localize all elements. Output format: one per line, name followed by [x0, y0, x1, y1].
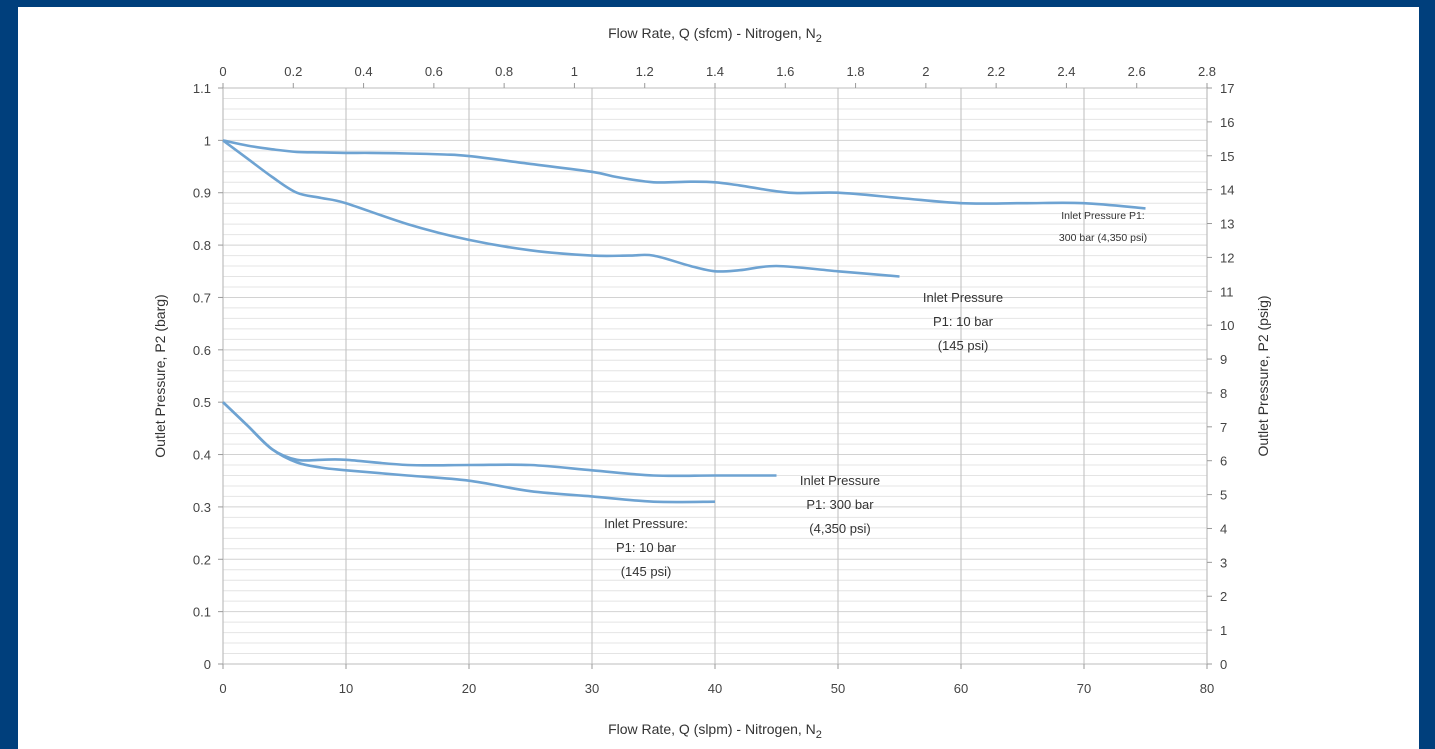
major-grid [222, 87, 1208, 665]
y-right-tick-label: 11 [1220, 284, 1234, 299]
y-left-tick-label: 0.9 [193, 186, 211, 201]
series-annotation-2: (145 psi) [938, 338, 989, 353]
series-annotation-4: (145 psi) [621, 564, 672, 579]
x-top-tick-label: 1.4 [706, 64, 724, 79]
y-right-tick-label: 2 [1220, 589, 1227, 604]
x-bottom-tick-label: 60 [954, 681, 968, 696]
y-left-tick-label: 0.8 [193, 238, 211, 253]
x-bottom-tick-label: 70 [1077, 681, 1091, 696]
y-right-tick-label: 1 [1220, 623, 1227, 638]
x-top-tick-label: 2.4 [1057, 64, 1075, 79]
x-bottom-tick-label: 0 [219, 681, 226, 696]
y-right-tick-label: 4 [1220, 521, 1227, 536]
series-annotation-4: P1: 10 bar [616, 540, 677, 555]
y-left-tick-label: 0.6 [193, 343, 211, 358]
y-right-tick-label: 5 [1220, 488, 1227, 503]
series-annotation-1: 300 bar (4,350 psi) [1059, 232, 1147, 244]
y-right-tick-label: 9 [1220, 352, 1227, 367]
axis-titles: Flow Rate, Q (sfcm) - Nitrogen, N2 Flow R… [152, 25, 1271, 741]
y-right-tick-label: 6 [1220, 454, 1227, 469]
x-bottom-axis-title: Flow Rate, Q (slpm) - Nitrogen, N2 [608, 721, 822, 741]
x-top-tick-label: 2.8 [1198, 64, 1216, 79]
x-bottom-tick-label: 30 [585, 681, 599, 696]
pressure-flow-chart: 0 10 20 30 40 50 60 70 800 0.2 0.4 0.6 0.8 1 1.2 1.4 1.6… [152, 25, 1271, 741]
y-left-tick-label: 0.5 [193, 395, 211, 410]
series-line-2 [222, 139, 900, 278]
x-top-tick-label: 1.2 [636, 64, 654, 79]
x-top-tick-label: 2.2 [987, 64, 1005, 79]
y-right-tick-label: 10 [1220, 318, 1234, 333]
y-right-tick-label: 12 [1220, 250, 1234, 265]
y-left-tick-label: 1 [204, 133, 211, 148]
x-top-tick-label: 0.6 [425, 64, 443, 79]
y-right-tick-label: 8 [1220, 386, 1227, 401]
series-annotation-1: Inlet Pressure P1: [1061, 210, 1144, 222]
y-right-tick-label: 17 [1220, 81, 1234, 96]
y-right-tick-label: 0 [1220, 657, 1227, 672]
x-top-tick-label: 1 [571, 64, 578, 79]
y-left-tick-label: 0.3 [193, 500, 211, 515]
y-left-axis-title: Outlet Pressure, P2 (barg) [152, 294, 168, 457]
chart-panel: 0 10 20 30 40 50 60 70 80 0 0.2 0.4 0.6 0.8 1 1.2 1.4 1.6… [18, 7, 1419, 749]
series-annotation-4: Inlet Pressure: [604, 516, 688, 531]
x-top-tick-label: 2 [922, 64, 929, 79]
series-annotation-3: (4,350 psi) [809, 521, 870, 536]
x-top-axis-title: Flow Rate, Q (sfcm) - Nitrogen, N2 [608, 25, 822, 45]
y-right-tick-label: 7 [1220, 420, 1227, 435]
y-left-tick-label: 1.1 [193, 81, 211, 96]
x-top-tick-label: 2.6 [1128, 64, 1146, 79]
y-left-tick-label: 0.7 [193, 290, 211, 305]
series-line-4 [222, 401, 716, 504]
y-left-tick-label: 0.4 [193, 448, 211, 463]
series-annotation-2: P1: 10 bar [933, 314, 994, 329]
y-right-tick-label: 3 [1220, 555, 1227, 570]
y-right-tick-label: 15 [1220, 149, 1234, 164]
series-layer [222, 139, 1146, 504]
annotations: Inlet Pressure P1: 300 bar (4,350 psi) Inl… [604, 210, 1147, 579]
y-left-tick-label: 0.2 [193, 552, 211, 567]
x-bottom-tick-label: 40 [708, 681, 722, 696]
series-annotation-3: Inlet Pressure [800, 473, 880, 488]
y-right-tick-label: 16 [1220, 115, 1234, 130]
y-left-tick-label: 0 [204, 657, 211, 672]
tick-labels: 0 10 20 30 40 50 60 70 800 0.2 0.4 0.6 0.8 1 1.2 1.4 1.6… [193, 64, 1235, 696]
y-left-tick-label: 0.1 [193, 605, 211, 620]
y-right-tick-label: 14 [1220, 183, 1234, 198]
x-top-tick-label: 0 [219, 64, 226, 79]
x-bottom-tick-label: 80 [1200, 681, 1214, 696]
y-right-axis-title: Outlet Pressure, P2 (psig) [1255, 295, 1271, 456]
x-bottom-tick-label: 20 [462, 681, 476, 696]
x-top-tick-label: 1.8 [847, 64, 865, 79]
series-annotation-3: P1: 300 bar [806, 497, 874, 512]
x-bottom-tick-label: 10 [339, 681, 353, 696]
series-line-1 [222, 139, 1146, 210]
y-right-tick-label: 13 [1220, 217, 1234, 232]
x-top-tick-label: 1.6 [776, 64, 794, 79]
x-top-tick-label: 0.2 [284, 64, 302, 79]
x-top-tick-label: 0.4 [355, 64, 373, 79]
series-annotation-2: Inlet Pressure [923, 290, 1003, 305]
x-bottom-tick-label: 50 [831, 681, 845, 696]
x-top-tick-label: 0.8 [495, 64, 513, 79]
